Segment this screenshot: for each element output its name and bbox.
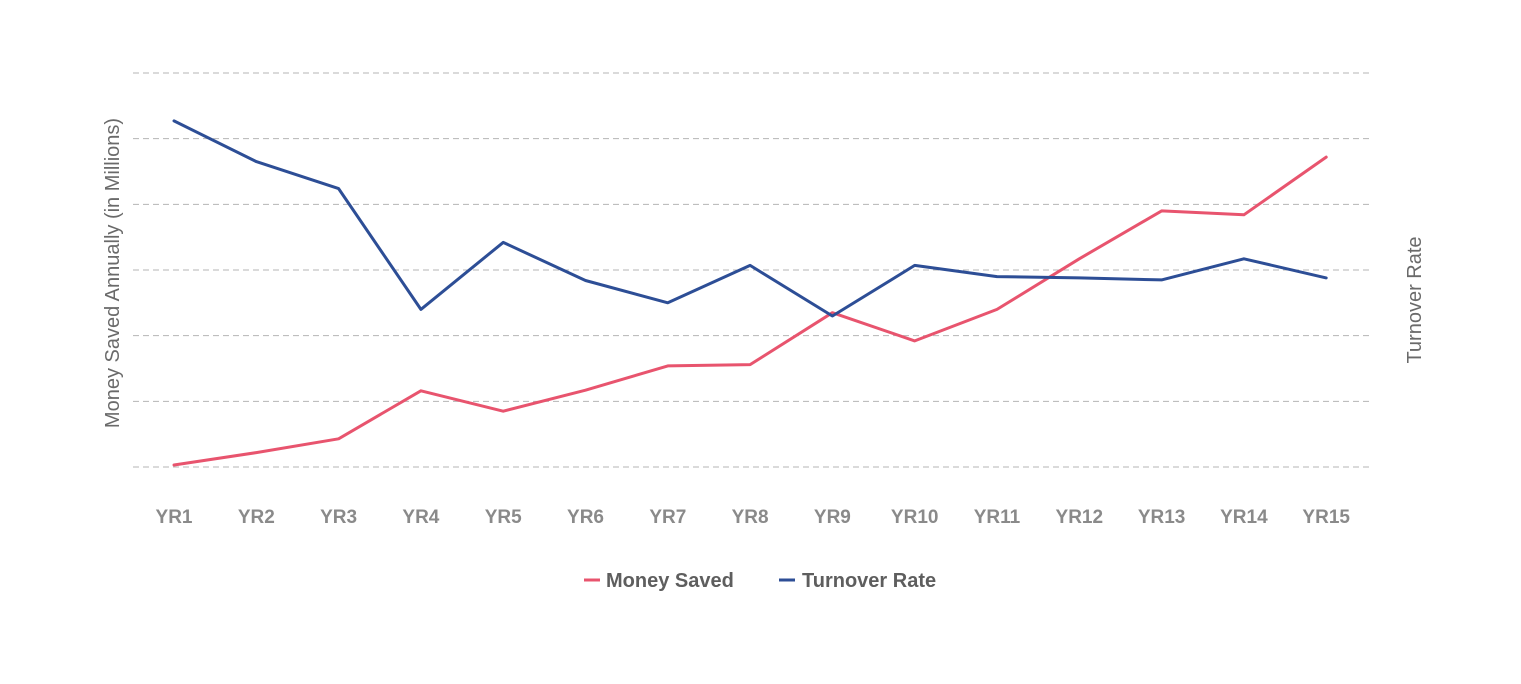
x-tick-label: YR5 (485, 507, 522, 528)
x-tick-label: YR13 (1138, 507, 1186, 528)
x-tick-label: YR8 (732, 507, 769, 528)
y-axis-title: Money Saved Annually (in Millions) (102, 118, 124, 428)
gridlines (133, 72, 1370, 468)
x-tick-label: YR10 (891, 507, 939, 528)
x-tick-label: YR7 (649, 507, 686, 528)
x-tick-label: YR1 (156, 507, 193, 528)
legend-label-money-saved: Money Saved (606, 570, 734, 592)
legend-label-turnover-rate: Turnover Rate (802, 570, 936, 592)
x-tick-label: YR2 (238, 507, 275, 528)
x-tick-label: YR12 (1056, 507, 1104, 528)
x-tick-label: YR6 (567, 507, 604, 528)
x-tick-label: YR14 (1220, 507, 1268, 528)
x-tick-label: YR4 (402, 507, 439, 528)
series-line-turnover-rate (172, 119, 1328, 318)
x-tick-label: YR15 (1302, 507, 1350, 528)
series-lines (172, 119, 1328, 467)
x-tick-label: YR11 (974, 507, 1021, 528)
x-tick-label: YR9 (814, 507, 851, 528)
x-tick-label: YR3 (320, 507, 357, 528)
x-axis-tick-labels: YR1 YR2 YR3 YR4 YR5 YR6 YR7 YR8 YR9 YR10 YR11 YR12 Y… (156, 507, 1351, 528)
legend: Money Saved Turnover Rate (584, 570, 936, 592)
secondary-y-axis-title: Turnover Rate (1404, 236, 1426, 363)
series-line-money-saved (172, 155, 1328, 467)
